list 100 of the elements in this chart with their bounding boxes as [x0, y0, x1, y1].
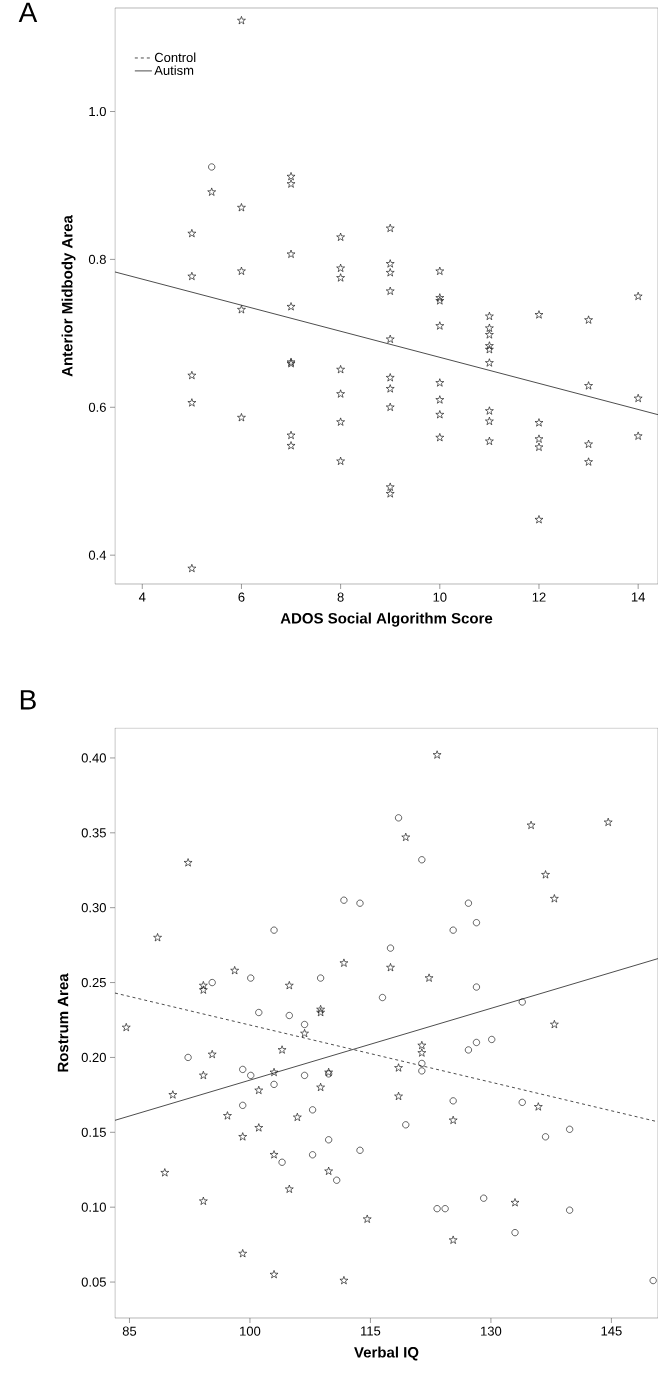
- point: [441, 1205, 449, 1213]
- point: [340, 896, 348, 904]
- point: [183, 858, 193, 867]
- point: [511, 1229, 519, 1237]
- point: [542, 1133, 550, 1141]
- point: [401, 832, 411, 841]
- point: [448, 1235, 458, 1244]
- x-axis-title: ADOS Social Algorithm Score: [280, 612, 493, 627]
- point: [247, 1071, 255, 1079]
- point: [269, 1150, 279, 1159]
- x-tick-label: 6: [238, 592, 245, 602]
- point: [239, 1065, 247, 1073]
- point: [300, 1028, 309, 1038]
- point: [199, 985, 208, 994]
- point: [254, 1085, 264, 1095]
- legend-label: Autism: [154, 65, 194, 75]
- point: [550, 1019, 559, 1029]
- point: [448, 1115, 458, 1125]
- point: [394, 1091, 403, 1101]
- point: [432, 750, 442, 759]
- point: [472, 983, 480, 991]
- point: [255, 1009, 263, 1017]
- point: [417, 1048, 427, 1057]
- point: [339, 958, 349, 967]
- y-axis-title: Anterior Midbody Area: [61, 215, 76, 377]
- point: [269, 1067, 279, 1077]
- y-tick-label: 0.8: [88, 254, 106, 264]
- point: [356, 1146, 364, 1154]
- legend-label: Control: [154, 52, 196, 63]
- point: [301, 1020, 309, 1028]
- point: [386, 963, 395, 972]
- point: [316, 1082, 325, 1092]
- point: [199, 981, 208, 990]
- chart-title: B: [20, 690, 36, 710]
- x-tick-label: 14: [631, 592, 646, 602]
- point: [254, 1123, 264, 1132]
- point: [316, 1005, 325, 1014]
- point: [238, 1249, 248, 1258]
- x-tick-label: 130: [481, 1326, 502, 1336]
- point: [333, 1176, 341, 1184]
- point: [208, 979, 216, 987]
- point: [356, 899, 364, 907]
- point: [472, 919, 480, 927]
- point: [324, 1067, 333, 1077]
- point: [309, 1151, 317, 1159]
- y-tick-label: 1.0: [89, 106, 106, 117]
- point: [472, 1038, 480, 1046]
- point: [285, 1184, 294, 1193]
- point: [160, 1168, 170, 1177]
- point: [449, 1097, 457, 1105]
- point: [541, 870, 550, 879]
- x-tick-label: 10: [433, 592, 447, 602]
- point: [402, 1121, 410, 1129]
- point: [270, 1080, 278, 1088]
- point: [649, 1277, 657, 1285]
- point: [199, 1070, 208, 1080]
- y-tick-label: 0.20: [81, 1052, 106, 1063]
- point: [418, 1067, 426, 1075]
- point: [223, 1111, 232, 1120]
- point: [510, 1198, 520, 1207]
- point: [362, 1214, 372, 1223]
- point: [168, 1090, 178, 1099]
- x-tick-label: 100: [240, 1326, 261, 1336]
- point: [285, 981, 294, 990]
- point: [518, 998, 526, 1006]
- point: [566, 1206, 574, 1214]
- point: [121, 1022, 131, 1032]
- point: [316, 1008, 325, 1017]
- y-tick-label: 0.10: [81, 1202, 106, 1212]
- point: [239, 1101, 247, 1109]
- point: [238, 1132, 248, 1141]
- point: [433, 1205, 441, 1213]
- point: [526, 820, 536, 830]
- point: [387, 944, 395, 952]
- point: [480, 1194, 488, 1202]
- y-tick-label: 0.4: [88, 550, 107, 560]
- point: [394, 1063, 403, 1072]
- point: [199, 1196, 208, 1205]
- point: [317, 974, 325, 982]
- point: [424, 973, 434, 982]
- point: [184, 1053, 192, 1061]
- point: [449, 926, 457, 934]
- point: [378, 994, 386, 1002]
- y-tick-label: 0.25: [81, 977, 106, 988]
- point: [488, 1035, 496, 1043]
- point: [566, 1125, 574, 1133]
- point: [324, 1166, 333, 1175]
- point: [301, 1071, 309, 1079]
- x-tick-label: 4: [138, 592, 146, 602]
- point: [230, 966, 239, 975]
- x-tick-label: 12: [532, 592, 546, 602]
- point: [464, 1046, 472, 1054]
- point: [418, 856, 426, 864]
- point: [309, 1106, 317, 1114]
- y-tick-label: 0.30: [81, 903, 106, 913]
- point: [417, 1040, 427, 1050]
- chart-title: A: [18, 2, 38, 22]
- y-tick-label: 0.35: [81, 828, 106, 838]
- x-tick-label: 8: [337, 592, 344, 602]
- x-tick-label: 115: [361, 1326, 381, 1336]
